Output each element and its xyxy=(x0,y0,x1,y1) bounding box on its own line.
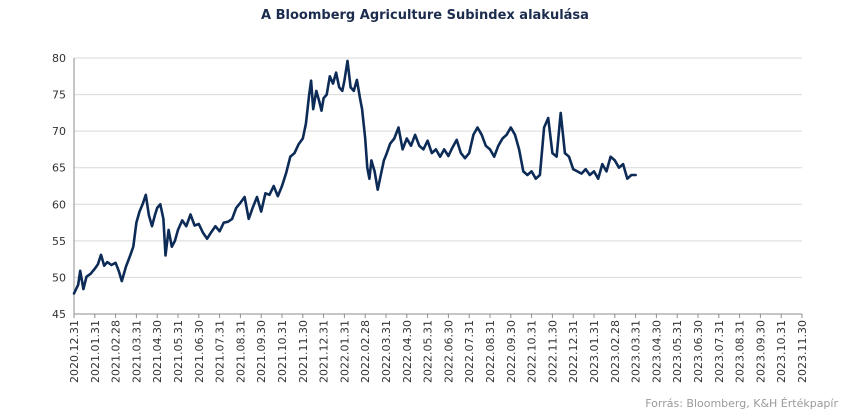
x-tick-label-25: 2023.01.31 xyxy=(588,320,601,383)
x-tick-label-13: 2022.01.31 xyxy=(338,320,351,383)
chart-title: A Bloomberg Agriculture Subindex alakulá… xyxy=(261,8,589,23)
x-tick-label-28: 2023.04.30 xyxy=(650,320,663,383)
x-tick-label-21: 2022.09.30 xyxy=(505,320,518,383)
source-note: Forrás: Bloomberg, K&H Értékpapír xyxy=(645,397,838,410)
x-tick-label-32: 2023.08.31 xyxy=(734,320,747,383)
series-line-0 xyxy=(72,59,637,295)
x-tick-label-23: 2022.11.30 xyxy=(546,320,559,383)
axis-layer xyxy=(73,58,803,318)
x-tick-label-24: 2022.12.31 xyxy=(567,320,580,383)
x-tick-label-9: 2021.09.30 xyxy=(255,320,268,383)
x-tick-label-15: 2022.03.31 xyxy=(380,320,393,383)
x-tick-label-19: 2022.07.31 xyxy=(463,320,476,383)
x-tick-label-16: 2022.04.30 xyxy=(401,320,414,383)
x-tick-label-7: 2021.07.31 xyxy=(214,320,227,383)
x-tick-label-11: 2021.11.30 xyxy=(297,320,310,383)
x-tick-label-30: 2023.06.30 xyxy=(692,320,705,383)
y-tick-label-50: 50 xyxy=(52,271,66,284)
x-tick-label-1: 2021.01.31 xyxy=(89,320,102,383)
x-tick-label-12: 2021.12.31 xyxy=(318,320,331,383)
x-tick-label-26: 2023.02.28 xyxy=(609,320,622,383)
y-tick-layer: 45 50 55 60 65 70 75 80 xyxy=(52,52,66,321)
x-tick-label-3: 2021.03.31 xyxy=(130,320,143,383)
y-tick-label-60: 60 xyxy=(52,198,66,211)
x-tick-label-5: 2021.05.31 xyxy=(172,320,185,383)
y-tick-label-70: 70 xyxy=(52,125,66,138)
x-tick-label-4: 2021.04.30 xyxy=(151,320,164,383)
x-tick-label-34: 2023.10.31 xyxy=(775,320,788,383)
grid-layer xyxy=(74,57,802,278)
x-tick-layer: 2020.12.31 2021.01.31 2021.02.28 2021.03.31… xyxy=(68,320,809,383)
x-tick-label-29: 2023.05.31 xyxy=(671,320,684,383)
x-tick-label-31: 2023.07.31 xyxy=(713,320,726,383)
x-tick-label-10: 2021.10.31 xyxy=(276,320,289,383)
x-tick-label-18: 2022.06.30 xyxy=(442,320,455,383)
x-tick-label-6: 2021.06.30 xyxy=(193,320,206,383)
series-layer xyxy=(72,59,637,295)
x-tick-label-14: 2022.02.28 xyxy=(359,320,372,383)
x-tick-label-2: 2021.02.28 xyxy=(110,320,123,383)
x-tick-label-8: 2021.08.31 xyxy=(234,320,247,383)
x-tick-label-35: 2023.11.30 xyxy=(796,320,809,383)
x-tick-label-17: 2022.05.31 xyxy=(422,320,435,383)
y-tick-label-80: 80 xyxy=(52,52,66,65)
x-tick-label-20: 2022.08.31 xyxy=(484,320,497,383)
y-tick-label-55: 55 xyxy=(52,235,66,248)
x-tick-label-27: 2023.03.31 xyxy=(630,320,643,383)
x-tick-label-0: 2020.12.31 xyxy=(68,320,81,383)
y-tick-label-65: 65 xyxy=(52,162,66,175)
y-tick-label-75: 75 xyxy=(52,89,66,102)
y-tick-label-45: 45 xyxy=(52,308,66,321)
x-tick-label-22: 2022.10.31 xyxy=(526,320,539,383)
x-tick-label-33: 2023.09.30 xyxy=(754,320,767,383)
